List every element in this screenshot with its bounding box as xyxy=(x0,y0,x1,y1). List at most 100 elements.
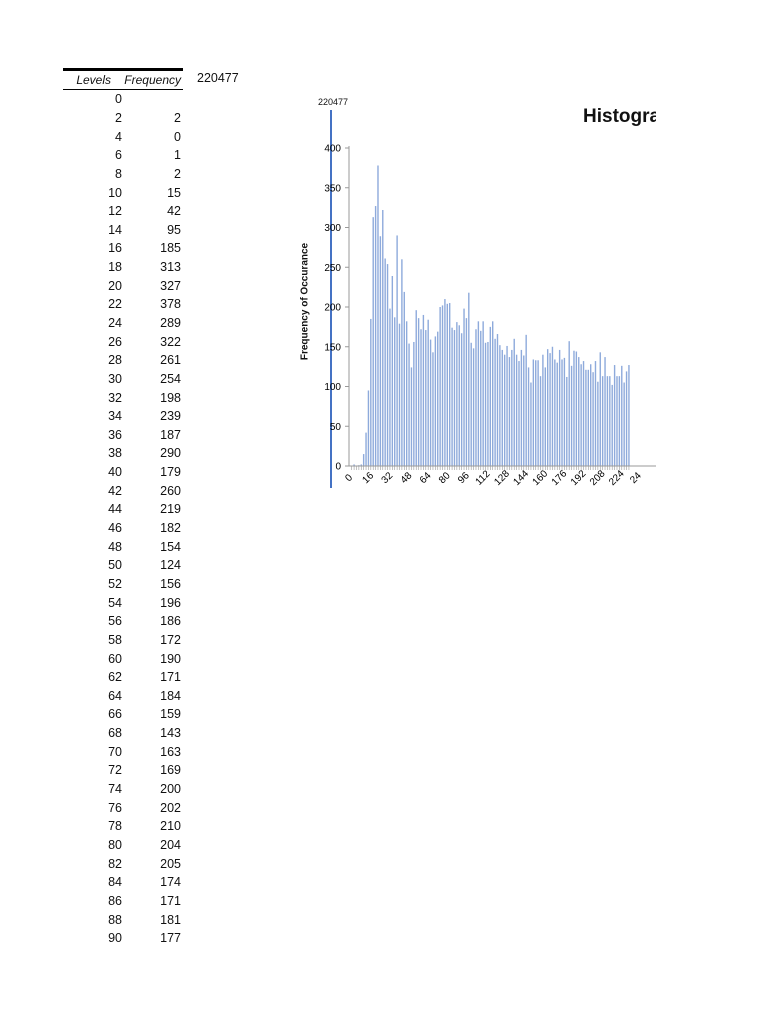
table-row: 16 185 xyxy=(63,239,183,258)
table-row: 36 187 xyxy=(63,426,183,445)
bar xyxy=(372,217,374,466)
table-row: 24 289 xyxy=(63,314,183,333)
table-row: 0 xyxy=(63,90,183,109)
bar xyxy=(353,464,355,466)
frequency-cell: 204 xyxy=(160,837,181,852)
bar xyxy=(611,384,613,466)
bar xyxy=(470,342,472,466)
bar xyxy=(546,349,549,466)
table-row: 52 156 xyxy=(63,575,183,594)
frequency-cell: 185 xyxy=(160,241,181,256)
bar xyxy=(446,303,448,466)
bar xyxy=(398,323,401,466)
frequency-cell: 2 xyxy=(174,110,181,125)
y-tick-label: 200 xyxy=(324,303,341,314)
frequency-cell: 313 xyxy=(160,260,181,275)
table-row: 88 181 xyxy=(63,910,183,929)
bar xyxy=(506,345,508,466)
bar xyxy=(422,314,425,466)
level-cell: 38 xyxy=(108,446,122,461)
frequency-cell: 205 xyxy=(160,856,181,871)
frequency-cell: 171 xyxy=(160,893,181,908)
bar xyxy=(496,334,499,466)
level-cell: 50 xyxy=(108,558,122,573)
frequency-cell: 261 xyxy=(160,353,181,368)
bar xyxy=(535,360,537,466)
table-row: 26 322 xyxy=(63,332,183,351)
table-row: 86 171 xyxy=(63,892,183,911)
frequency-cell: 15 xyxy=(167,185,181,200)
level-cell: 32 xyxy=(108,390,122,405)
bar xyxy=(437,331,439,466)
bar xyxy=(458,325,460,466)
frequency-cell: 174 xyxy=(160,875,181,890)
frequency-cell: 95 xyxy=(167,222,181,237)
bar xyxy=(475,329,477,466)
bar xyxy=(551,346,554,466)
bar xyxy=(511,349,513,466)
table-row: 74 200 xyxy=(63,780,183,799)
table-row: 68 143 xyxy=(63,724,183,743)
bar xyxy=(456,322,458,466)
level-cell: 40 xyxy=(108,465,122,480)
frequency-cell: 42 xyxy=(167,204,181,219)
level-cell: 82 xyxy=(108,856,122,871)
table-row: 32 198 xyxy=(63,388,183,407)
bar xyxy=(501,349,503,466)
bar xyxy=(451,327,453,466)
bar xyxy=(592,372,594,466)
table-row: 18 313 xyxy=(63,258,183,277)
level-cell: 60 xyxy=(108,651,122,666)
bar xyxy=(623,382,625,466)
bar xyxy=(527,367,530,466)
frequency-cell: 239 xyxy=(160,409,181,424)
bar xyxy=(384,258,386,466)
table-row: 40 179 xyxy=(63,463,183,482)
level-cell: 46 xyxy=(108,521,122,536)
bar xyxy=(453,330,456,466)
level-cell: 74 xyxy=(108,782,122,797)
bar xyxy=(365,432,367,466)
level-cell: 8 xyxy=(115,166,122,181)
histogram-chart[interactable]: Histogra 220477 Frequency of Occurance 0… xyxy=(280,90,656,510)
bar xyxy=(621,365,623,466)
x-tick-label: 112 xyxy=(474,468,493,487)
level-cell: 90 xyxy=(108,931,122,946)
bar xyxy=(487,341,489,466)
bar xyxy=(391,275,394,466)
level-cell: 20 xyxy=(108,278,122,293)
bar xyxy=(489,326,492,466)
level-cell: 18 xyxy=(108,260,122,275)
level-cell: 48 xyxy=(108,539,122,554)
level-cell: 10 xyxy=(108,185,122,200)
bar xyxy=(389,308,391,466)
frequency-cell: 181 xyxy=(160,912,181,927)
x-tick-label: 176 xyxy=(550,468,570,488)
y-tick-label: 250 xyxy=(324,263,341,274)
bar xyxy=(561,359,563,466)
bar xyxy=(482,321,484,466)
bar xyxy=(499,345,501,466)
bar xyxy=(539,376,542,466)
frequency-cell: 187 xyxy=(160,427,181,442)
bar xyxy=(515,354,518,466)
table-row: 60 190 xyxy=(63,649,183,668)
x-tick-label: 48 xyxy=(399,470,415,486)
table-row: 62 171 xyxy=(63,668,183,687)
y-tick-label: 50 xyxy=(330,422,342,433)
frequency-cell: 169 xyxy=(160,763,181,778)
bar xyxy=(480,330,482,466)
level-cell: 86 xyxy=(108,893,122,908)
bar xyxy=(525,334,527,466)
bar xyxy=(429,339,432,466)
bar xyxy=(425,330,427,466)
frequency-cell: 202 xyxy=(160,800,181,815)
frequency-cell: 260 xyxy=(160,483,181,498)
bar xyxy=(494,338,496,466)
level-cell: 2 xyxy=(115,110,122,125)
y-tick-label: 0 xyxy=(335,462,341,473)
level-cell: 84 xyxy=(108,875,122,890)
bar xyxy=(523,355,525,466)
bar xyxy=(408,343,410,466)
